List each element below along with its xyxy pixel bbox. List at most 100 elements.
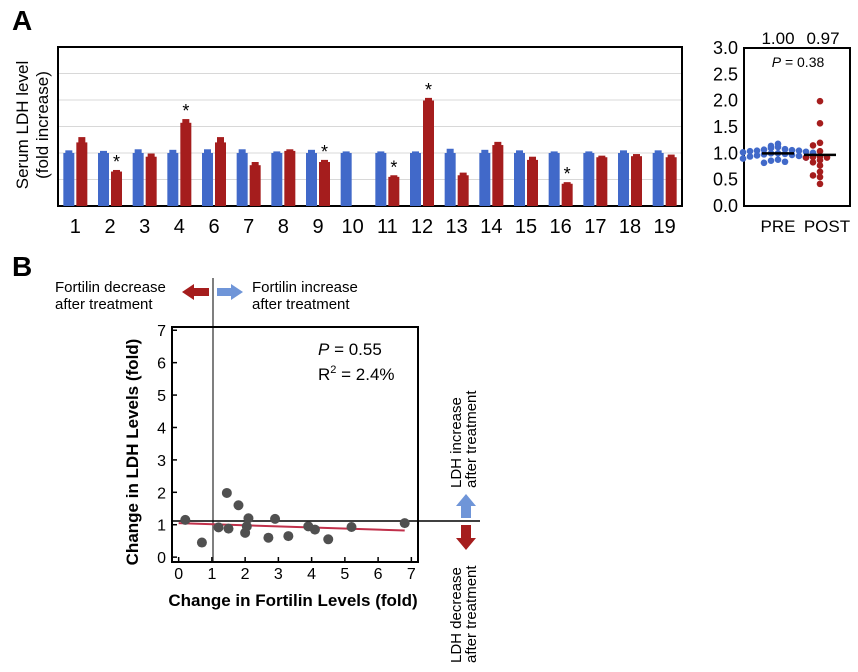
pre-point: [802, 148, 810, 156]
error-bar-pre: [342, 151, 350, 154]
bar-post: [561, 183, 573, 206]
bar-xtick-label: 15: [515, 216, 537, 238]
error-bar-post: [598, 155, 606, 159]
bar-xtick-label: 18: [619, 216, 641, 238]
pre-point: [767, 157, 775, 165]
pre-point: [760, 159, 768, 167]
scatter-point: [283, 531, 294, 542]
summary-marks: [739, 97, 836, 188]
scatter-point: [270, 513, 281, 524]
summary-ytick-label: 2.0: [713, 91, 738, 111]
fortilin-increase-label-line2: after treatment: [252, 296, 350, 313]
bar-post: [249, 165, 261, 206]
pre-point: [781, 145, 789, 153]
error-bar-post: [182, 119, 190, 124]
significance-star: *: [321, 142, 328, 162]
post-point: [816, 147, 824, 155]
bar-pre: [306, 153, 317, 206]
scatter-xtick-label: 4: [307, 566, 316, 583]
bar-pre: [410, 153, 421, 206]
error-bar-post: [459, 172, 467, 177]
scatter-xtick-label: 1: [207, 566, 216, 583]
pre-point: [746, 147, 754, 155]
scatter-xtick-label: 5: [340, 566, 349, 583]
bar-chart-grid: [58, 73, 682, 180]
scatter-ytick-label: 1: [157, 518, 166, 535]
error-bar-post: [563, 182, 571, 185]
bar-post: [215, 142, 226, 206]
summary-post-mean: 0.97: [806, 29, 839, 48]
error-bar-post: [494, 141, 502, 147]
error-bar-pre: [446, 148, 454, 154]
summary-ytick-label: 0.5: [713, 170, 738, 190]
fortilin-decrease-label-line2: after treatment: [55, 296, 153, 313]
error-bar-post: [529, 156, 536, 161]
scatter-ytick-label: 7: [157, 323, 166, 340]
summary-ytick-label: 2.5: [713, 64, 738, 84]
bar-xtick-label: 3: [139, 216, 150, 238]
bar-pre: [202, 153, 213, 206]
bar-post: [145, 156, 157, 206]
bar-pre: [479, 153, 491, 206]
scatter-point: [196, 537, 207, 548]
significance-star: *: [113, 152, 120, 172]
summary-ytick-label: 3.0: [713, 38, 738, 58]
pre-point: [795, 147, 803, 154]
bar-post: [492, 145, 504, 206]
scatter-ytick-label: 6: [157, 356, 166, 373]
error-bar-pre: [377, 151, 385, 154]
scatter-p-value: P = 0.55: [318, 340, 382, 359]
scatter-xtick-label: 2: [241, 566, 250, 583]
scatter-ytick-label: 3: [157, 453, 166, 470]
bar-pre: [583, 153, 595, 206]
pre-point: [753, 152, 761, 159]
error-bar-pre: [516, 150, 523, 154]
bar-post: [596, 157, 608, 206]
pre-point: [774, 143, 782, 151]
bar-xtick-label: 4: [174, 216, 185, 238]
scatter-point: [263, 532, 274, 543]
scatter-xtick-label: 0: [174, 566, 183, 583]
pre-point: [753, 147, 761, 154]
scatter-point: [243, 513, 254, 524]
error-bar-post: [390, 175, 398, 178]
scatter-point: [323, 534, 334, 545]
bar-pre: [444, 153, 456, 206]
bar-xtick-label: 2: [104, 216, 115, 238]
scatter-ytick-label: 5: [157, 388, 166, 405]
error-bar-pre: [550, 151, 558, 154]
pre-point: [739, 155, 747, 162]
scatter-point: [221, 487, 232, 498]
summary-ytick-label: 1.0: [713, 143, 738, 163]
pre-point: [767, 144, 775, 152]
bar-post: [319, 162, 330, 206]
scatter-point: [223, 523, 234, 534]
bar-xtick-label: 10: [342, 216, 364, 238]
post-point: [816, 173, 824, 181]
bar-xtick-label: 13: [446, 216, 468, 238]
scatter-point: [399, 518, 410, 529]
panel-a-label: A: [12, 5, 32, 36]
error-bar-post: [251, 162, 259, 167]
post-point: [816, 139, 824, 147]
fortilin-decrease-arrow: [182, 284, 209, 300]
scatter-ylabel: Change in LDH Levels (fold): [123, 339, 142, 566]
pre-point: [739, 148, 747, 156]
error-bar-pre: [169, 149, 177, 154]
post-point: [816, 156, 824, 164]
error-bar-post: [113, 169, 120, 173]
scatter-ytick-label: 4: [157, 420, 166, 437]
scatter-ticks: 0 1 2 3 4 5 6 7 0 1 2 3 4 5 6 7: [157, 323, 416, 583]
error-bar-pre: [654, 150, 662, 154]
summary-ytick-label: 0.0: [713, 196, 738, 216]
error-bar-pre: [620, 150, 627, 154]
bar-xtick-label: 12: [411, 216, 433, 238]
error-bar-post: [425, 97, 432, 102]
scatter-ytick-label: 2: [157, 485, 166, 502]
scatter-point: [180, 514, 191, 525]
pre-point: [781, 158, 789, 166]
significance-star: *: [564, 164, 571, 184]
error-bar-post: [633, 154, 640, 158]
post-point: [809, 142, 817, 149]
